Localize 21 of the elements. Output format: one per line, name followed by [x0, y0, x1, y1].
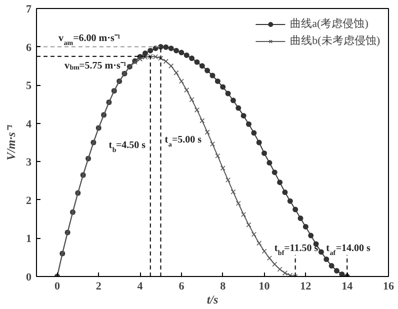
y-tick-label: 3: [26, 156, 32, 169]
x-tick-label: 0: [54, 280, 60, 292]
y-tick-label: 4: [26, 118, 32, 130]
y-tick-label: 1: [26, 233, 32, 246]
y-tick-label: 0: [26, 272, 32, 284]
y-tick-label: 5: [26, 80, 32, 92]
legend-label: 曲线b(未考虑侵蚀): [290, 34, 380, 48]
legend-label: 曲线a(考虑侵蚀): [290, 17, 368, 31]
x-tick-label: 6: [178, 280, 185, 292]
y-tick-label: 2: [26, 194, 32, 207]
x-tick-label: 12: [300, 280, 312, 292]
x-tick-label: 14: [342, 280, 354, 292]
x-tick-label: 16: [383, 280, 394, 292]
x-tick-label: 10: [258, 280, 270, 292]
y-tick-label: 6: [26, 42, 32, 54]
x-tick-label: 8: [220, 280, 226, 292]
y-axis-title: V/m·s⁻¹: [4, 124, 18, 160]
y-tick-label: 7: [26, 4, 32, 16]
x-axis-title: t/s: [206, 292, 218, 306]
x-tick-label: 4: [137, 280, 144, 292]
x-tick-label: 2: [96, 280, 102, 292]
